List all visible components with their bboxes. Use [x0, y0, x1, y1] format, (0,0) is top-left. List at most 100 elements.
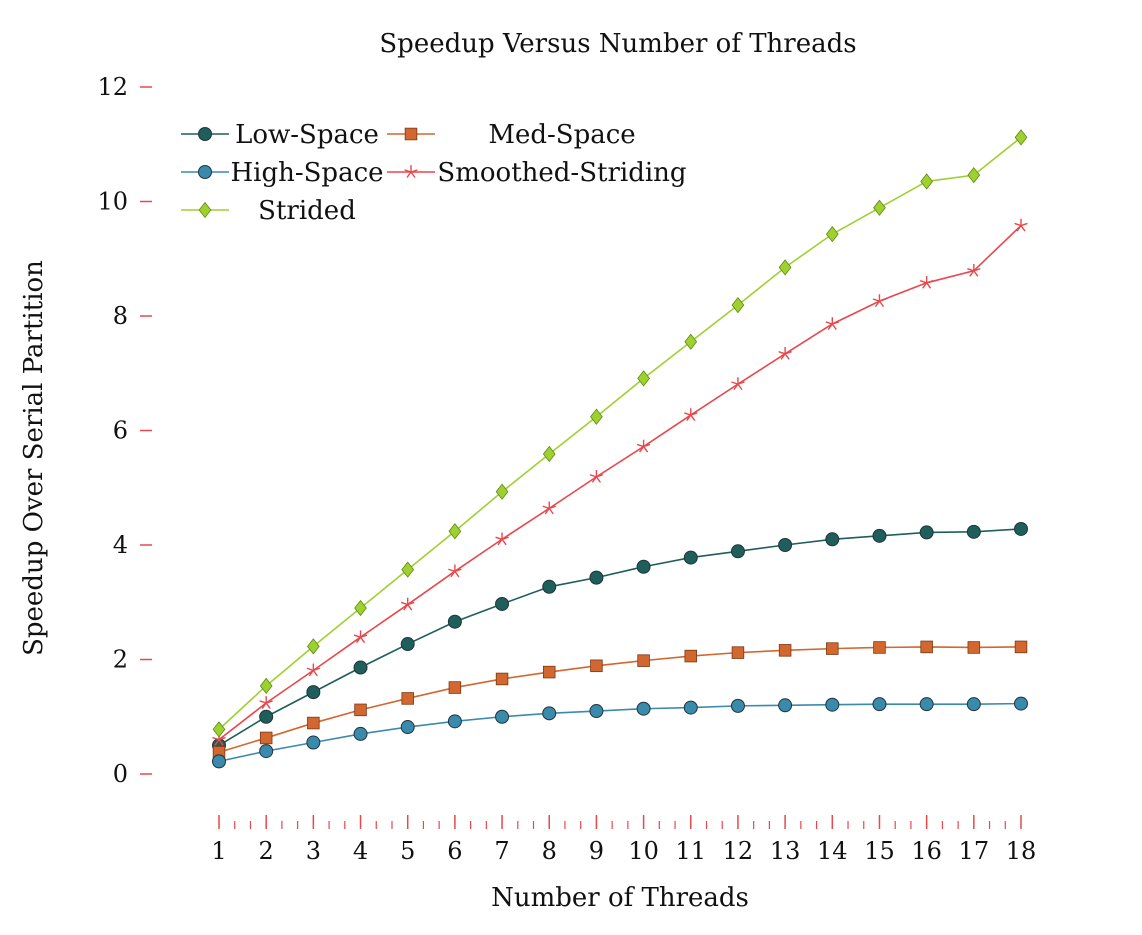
- x-tick-label: 5: [400, 837, 415, 865]
- data-point: [259, 696, 273, 709]
- data-point: [730, 698, 745, 713]
- data-point: [683, 700, 698, 715]
- legend-marker: [198, 201, 212, 219]
- x-tick-label: 11: [675, 837, 706, 865]
- data-point: [731, 646, 745, 659]
- data-point: [542, 706, 557, 721]
- data-point: [825, 697, 840, 712]
- series-line: [218, 528, 1022, 747]
- data-point: [259, 677, 273, 694]
- data-point: [306, 663, 321, 677]
- data-point: [542, 501, 556, 515]
- data-point: [966, 524, 981, 539]
- series-line: [218, 224, 1022, 741]
- data-point: [920, 173, 934, 190]
- y-tick-label: 8: [113, 302, 128, 330]
- data-point: [778, 538, 793, 552]
- x-tick-label: 8: [542, 837, 557, 865]
- data-point: [778, 644, 792, 657]
- legend-item: Strided: [181, 196, 356, 226]
- data-point: [590, 659, 603, 673]
- data-point: [1014, 521, 1028, 536]
- legend-item: Smoothed-Striding: [387, 158, 687, 188]
- data-point: [353, 630, 368, 644]
- data-point: [400, 637, 415, 652]
- x-tick-label: 17: [959, 837, 990, 865]
- data-point: [590, 408, 603, 425]
- data-point: [448, 681, 462, 694]
- series-layer: [212, 129, 1028, 769]
- data-point: [448, 523, 462, 540]
- data-point: [778, 259, 792, 276]
- legend-item: Med-Space: [387, 120, 636, 150]
- data-point: [637, 654, 650, 667]
- data-point: [306, 735, 321, 750]
- legend-marker: [198, 165, 212, 179]
- data-point: [636, 701, 651, 716]
- data-point: [259, 744, 274, 759]
- x-tick-label: 1: [211, 837, 226, 865]
- legend-marker: [404, 165, 418, 178]
- y-tick-label: 12: [97, 73, 128, 101]
- data-point: [307, 716, 320, 730]
- data-point: [778, 346, 792, 360]
- data-point: [730, 544, 745, 559]
- data-point: [637, 370, 650, 387]
- data-point: [306, 685, 321, 700]
- series-high-space: [212, 696, 1028, 769]
- x-tick-label: 7: [494, 837, 509, 865]
- legend-item: High-Space: [181, 158, 384, 188]
- y-tick-label: 0: [113, 760, 128, 788]
- y-tick-label: 2: [113, 646, 128, 674]
- data-point: [966, 697, 981, 712]
- data-point: [353, 660, 368, 675]
- x-axis: 1 2 3 4 5 6 7 8 9 10 11 12 13 14 15 16 17 18: [211, 815, 1036, 865]
- legend-label: Med-Space: [488, 120, 635, 150]
- data-point: [259, 731, 273, 745]
- series-smoothed-striding: [212, 218, 1028, 746]
- y-tick-label: 6: [113, 417, 128, 445]
- series-strided: [212, 129, 1028, 738]
- data-point: [401, 561, 415, 578]
- x-tick-label: 12: [723, 837, 754, 865]
- data-point: [967, 641, 981, 654]
- data-point: [920, 640, 933, 654]
- data-point: [825, 532, 840, 547]
- x-tick-label: 14: [817, 837, 848, 865]
- data-point: [589, 570, 604, 585]
- data-point: [589, 470, 604, 483]
- data-point: [967, 263, 981, 277]
- data-point: [873, 199, 886, 216]
- data-point: [872, 294, 887, 308]
- legend: Low-Space Med-Space High-Space Smoothed-Str…: [181, 120, 687, 226]
- y-tick-label: 10: [97, 188, 128, 216]
- legend-label: Smoothed-Striding: [437, 158, 686, 188]
- x-tick-label: 4: [353, 837, 368, 865]
- data-point: [731, 296, 745, 314]
- x-tick-label: 10: [628, 837, 659, 865]
- x-tick-label: 9: [589, 837, 604, 865]
- legend-marker: [198, 127, 212, 141]
- data-point: [354, 703, 367, 717]
- legend-label: Strided: [258, 196, 356, 226]
- data-point: [825, 317, 840, 330]
- y-tick-label: 4: [113, 531, 128, 559]
- data-point: [636, 559, 651, 574]
- data-point: [683, 550, 698, 565]
- x-tick-label: 6: [447, 837, 462, 865]
- data-point: [1014, 129, 1028, 146]
- data-point: [212, 721, 226, 738]
- data-point: [495, 672, 509, 686]
- data-point: [919, 275, 934, 289]
- data-point: [400, 720, 415, 735]
- data-point: [448, 564, 462, 578]
- data-point: [919, 525, 934, 540]
- x-tick-label: 16: [911, 837, 942, 865]
- data-point: [354, 599, 367, 617]
- series-line: [218, 702, 1022, 763]
- data-point: [401, 692, 414, 705]
- data-point: [495, 596, 510, 611]
- data-point: [1014, 640, 1028, 654]
